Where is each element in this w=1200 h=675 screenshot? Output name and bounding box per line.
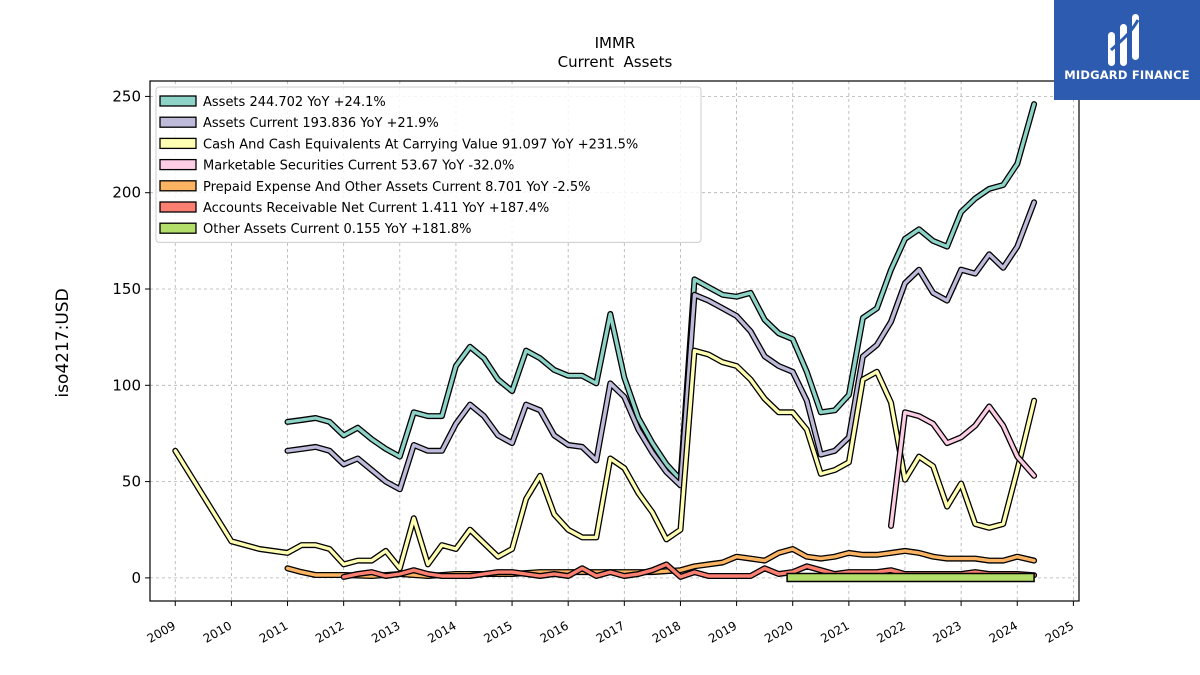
- legend-swatch: [159, 180, 197, 192]
- y-tick-label: 50: [122, 473, 141, 491]
- x-tick-label: 2009: [145, 618, 178, 645]
- legend-swatch: [159, 95, 197, 107]
- series-line: [285, 102, 1036, 482]
- legend: Assets 244.702 YoY +24.1% Assets Current …: [155, 86, 702, 243]
- brand-name: MIDGARD FINANCE: [1064, 68, 1190, 82]
- legend-swatch: [159, 201, 197, 213]
- series-marketable-securities-current: [888, 403, 1038, 529]
- x-tick-label: 2016: [538, 618, 571, 645]
- y-tick-label: 200: [112, 184, 141, 202]
- y-tick-label: 150: [112, 280, 141, 298]
- x-tick-label: 2012: [313, 618, 346, 645]
- x-tick-label: 2021: [818, 618, 851, 645]
- x-tick-label: 2025: [1043, 618, 1076, 645]
- y-tick-label: 0: [131, 569, 141, 587]
- y-axis-label: iso4217:USD: [53, 288, 73, 397]
- x-tick-label: 2022: [874, 618, 907, 645]
- series-assets-current: [284, 199, 1038, 493]
- x-tick-label: 2015: [481, 618, 514, 645]
- y-tick-label: 100: [112, 376, 141, 394]
- y-tick-label: 250: [112, 87, 141, 105]
- series-assets: [284, 101, 1038, 483]
- legend-label: Cash And Cash Equivalents At Carrying Va…: [203, 137, 638, 152]
- series-other-assets-current: [786, 572, 1035, 583]
- x-tick-label: 2018: [650, 618, 683, 645]
- midgard-logo-icon: [1108, 14, 1140, 66]
- x-tick-label: 2023: [931, 618, 964, 645]
- legend-label: Accounts Receivable Net Current 1.411 Yo…: [203, 201, 549, 216]
- legend-swatch: [159, 222, 197, 234]
- legend-swatch: [159, 116, 197, 128]
- brand-logo: MIDGARD FINANCE: [1054, 0, 1200, 100]
- chart-title: IMMR: [595, 34, 636, 52]
- chart-subtitle: Current Assets: [558, 53, 673, 71]
- x-tick-label: 2010: [201, 618, 234, 645]
- x-tick-label: 2019: [706, 618, 739, 645]
- legend-label: Assets 244.702 YoY +24.1%: [203, 95, 386, 110]
- legend-label: Assets Current 193.836 YoY +21.9%: [203, 116, 439, 131]
- x-tick-label: 2011: [257, 618, 290, 645]
- legend-swatch: [159, 158, 197, 171]
- plot-frame: [149, 80, 1080, 602]
- x-tick-label: 2014: [425, 618, 458, 645]
- legend-label: Marketable Securities Current 53.67 YoY …: [203, 159, 514, 174]
- series-line: [889, 404, 1036, 528]
- legend-box: [155, 86, 702, 243]
- legend-label: Other Assets Current 0.155 YoY +181.8%: [203, 222, 472, 237]
- legend-label: Prepaid Expense And Other Assets Current…: [203, 180, 590, 195]
- series-line: [285, 200, 1036, 491]
- x-tick-label: 2020: [762, 618, 795, 645]
- x-tick-label: 2017: [594, 618, 627, 645]
- x-tick-label: 2024: [987, 618, 1020, 645]
- series-group: [172, 101, 1038, 583]
- series-band: [786, 572, 1035, 583]
- x-tick-label: 2013: [369, 618, 402, 645]
- legend-swatch: [159, 137, 197, 150]
